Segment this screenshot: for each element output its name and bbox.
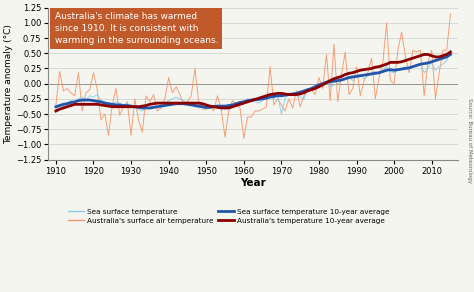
Legend: Sea surface temperature, Australia's surface air temperature, Sea surface temper: Sea surface temperature, Australia's sur…	[65, 206, 392, 227]
Y-axis label: Temperature anomaly (°C): Temperature anomaly (°C)	[4, 24, 13, 144]
Text: Australia's climate has warmed
since 1910. It is consistent with
warming in the : Australia's climate has warmed since 191…	[55, 12, 218, 45]
X-axis label: Year: Year	[240, 178, 266, 188]
Text: Source: Bureau of Meteorology: Source: Bureau of Meteorology	[466, 98, 472, 183]
